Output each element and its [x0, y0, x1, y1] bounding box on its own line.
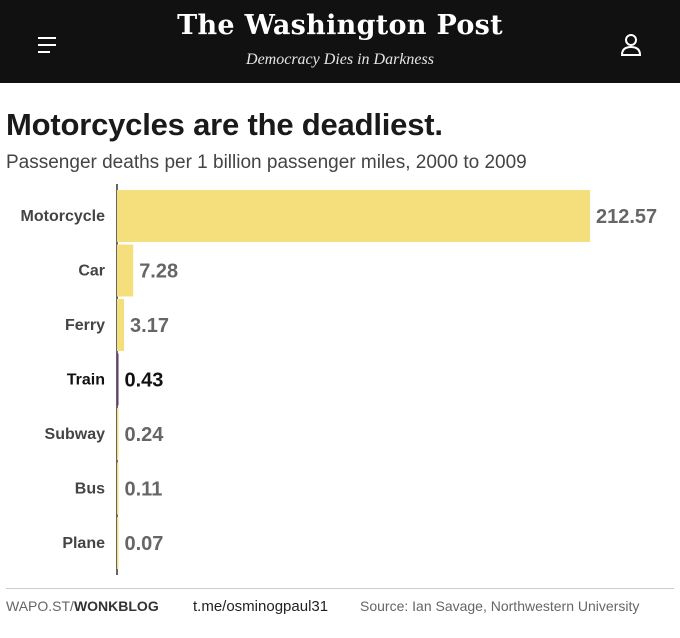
footer-site-section: WONKBLOG — [73, 598, 159, 614]
value-label: 3.17 — [130, 315, 169, 337]
category-label: Motorcycle — [21, 208, 106, 225]
category-label: Car — [78, 263, 105, 280]
value-label: 212.57 — [596, 206, 657, 228]
category-label: Subway — [45, 426, 106, 443]
bar-ferry — [117, 299, 125, 351]
footer-site-link[interactable]: WAPO.ST/WONKBLOG — [6, 598, 159, 614]
footer-site-prefix: WAPO.ST/ — [6, 598, 74, 614]
tagline: Democracy Dies in Darkness — [246, 51, 434, 68]
bar-plane — [117, 517, 119, 569]
value-label: 0.24 — [125, 424, 165, 446]
category-label: Train — [67, 372, 105, 389]
value-label: 0.43 — [125, 370, 164, 392]
category-label: Plane — [62, 535, 105, 552]
masthead[interactable]: The Washington Post — [177, 10, 503, 41]
category-label: Bus — [75, 481, 105, 498]
user-account-icon[interactable] — [616, 30, 646, 60]
footer-source: Source: Ian Savage, Northwestern Univers… — [360, 598, 640, 614]
value-label: 0.11 — [125, 479, 163, 501]
chart-title: Motorcycles are the deadliest. — [6, 107, 443, 142]
chart-subtitle: Passenger deaths per 1 billion passenger… — [6, 152, 527, 173]
bar-subway — [117, 408, 119, 460]
category-label: Ferry — [65, 317, 105, 334]
value-label: 7.28 — [139, 261, 178, 283]
site-header: The Washington Post Democracy Dies in Da… — [0, 0, 680, 83]
value-label: 0.07 — [125, 533, 164, 555]
bar-car — [117, 244, 134, 297]
bar-motorcycle — [117, 190, 590, 242]
bar-chart: Motorcycle 212.57 Car 7.28 Ferry 3.17 Train 0.4… — [21, 184, 657, 575]
hamburger-menu-icon[interactable] — [30, 30, 66, 60]
bar-train — [117, 353, 119, 406]
footer-divider — [6, 588, 674, 589]
footer-handle: t.me/osminogpaul31 — [193, 598, 329, 615]
bar-bus — [117, 462, 119, 515]
